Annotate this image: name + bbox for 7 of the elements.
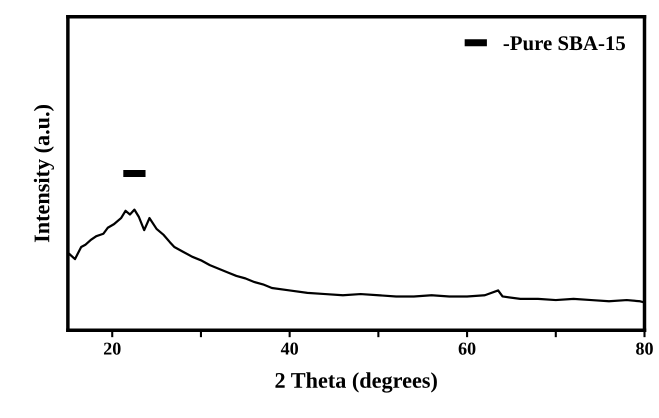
- x-tick-label: 40: [280, 342, 298, 355]
- legend-label: -Pure SBA-15: [504, 36, 625, 50]
- x-tick-label: 80: [636, 342, 653, 355]
- x-axis-title: 2 Theta (degrees): [275, 372, 437, 393]
- x-tick-label: 60: [458, 342, 476, 355]
- y-axis-title: Intensity (a.u.): [34, 104, 54, 242]
- x-tick-label: 20: [104, 342, 121, 355]
